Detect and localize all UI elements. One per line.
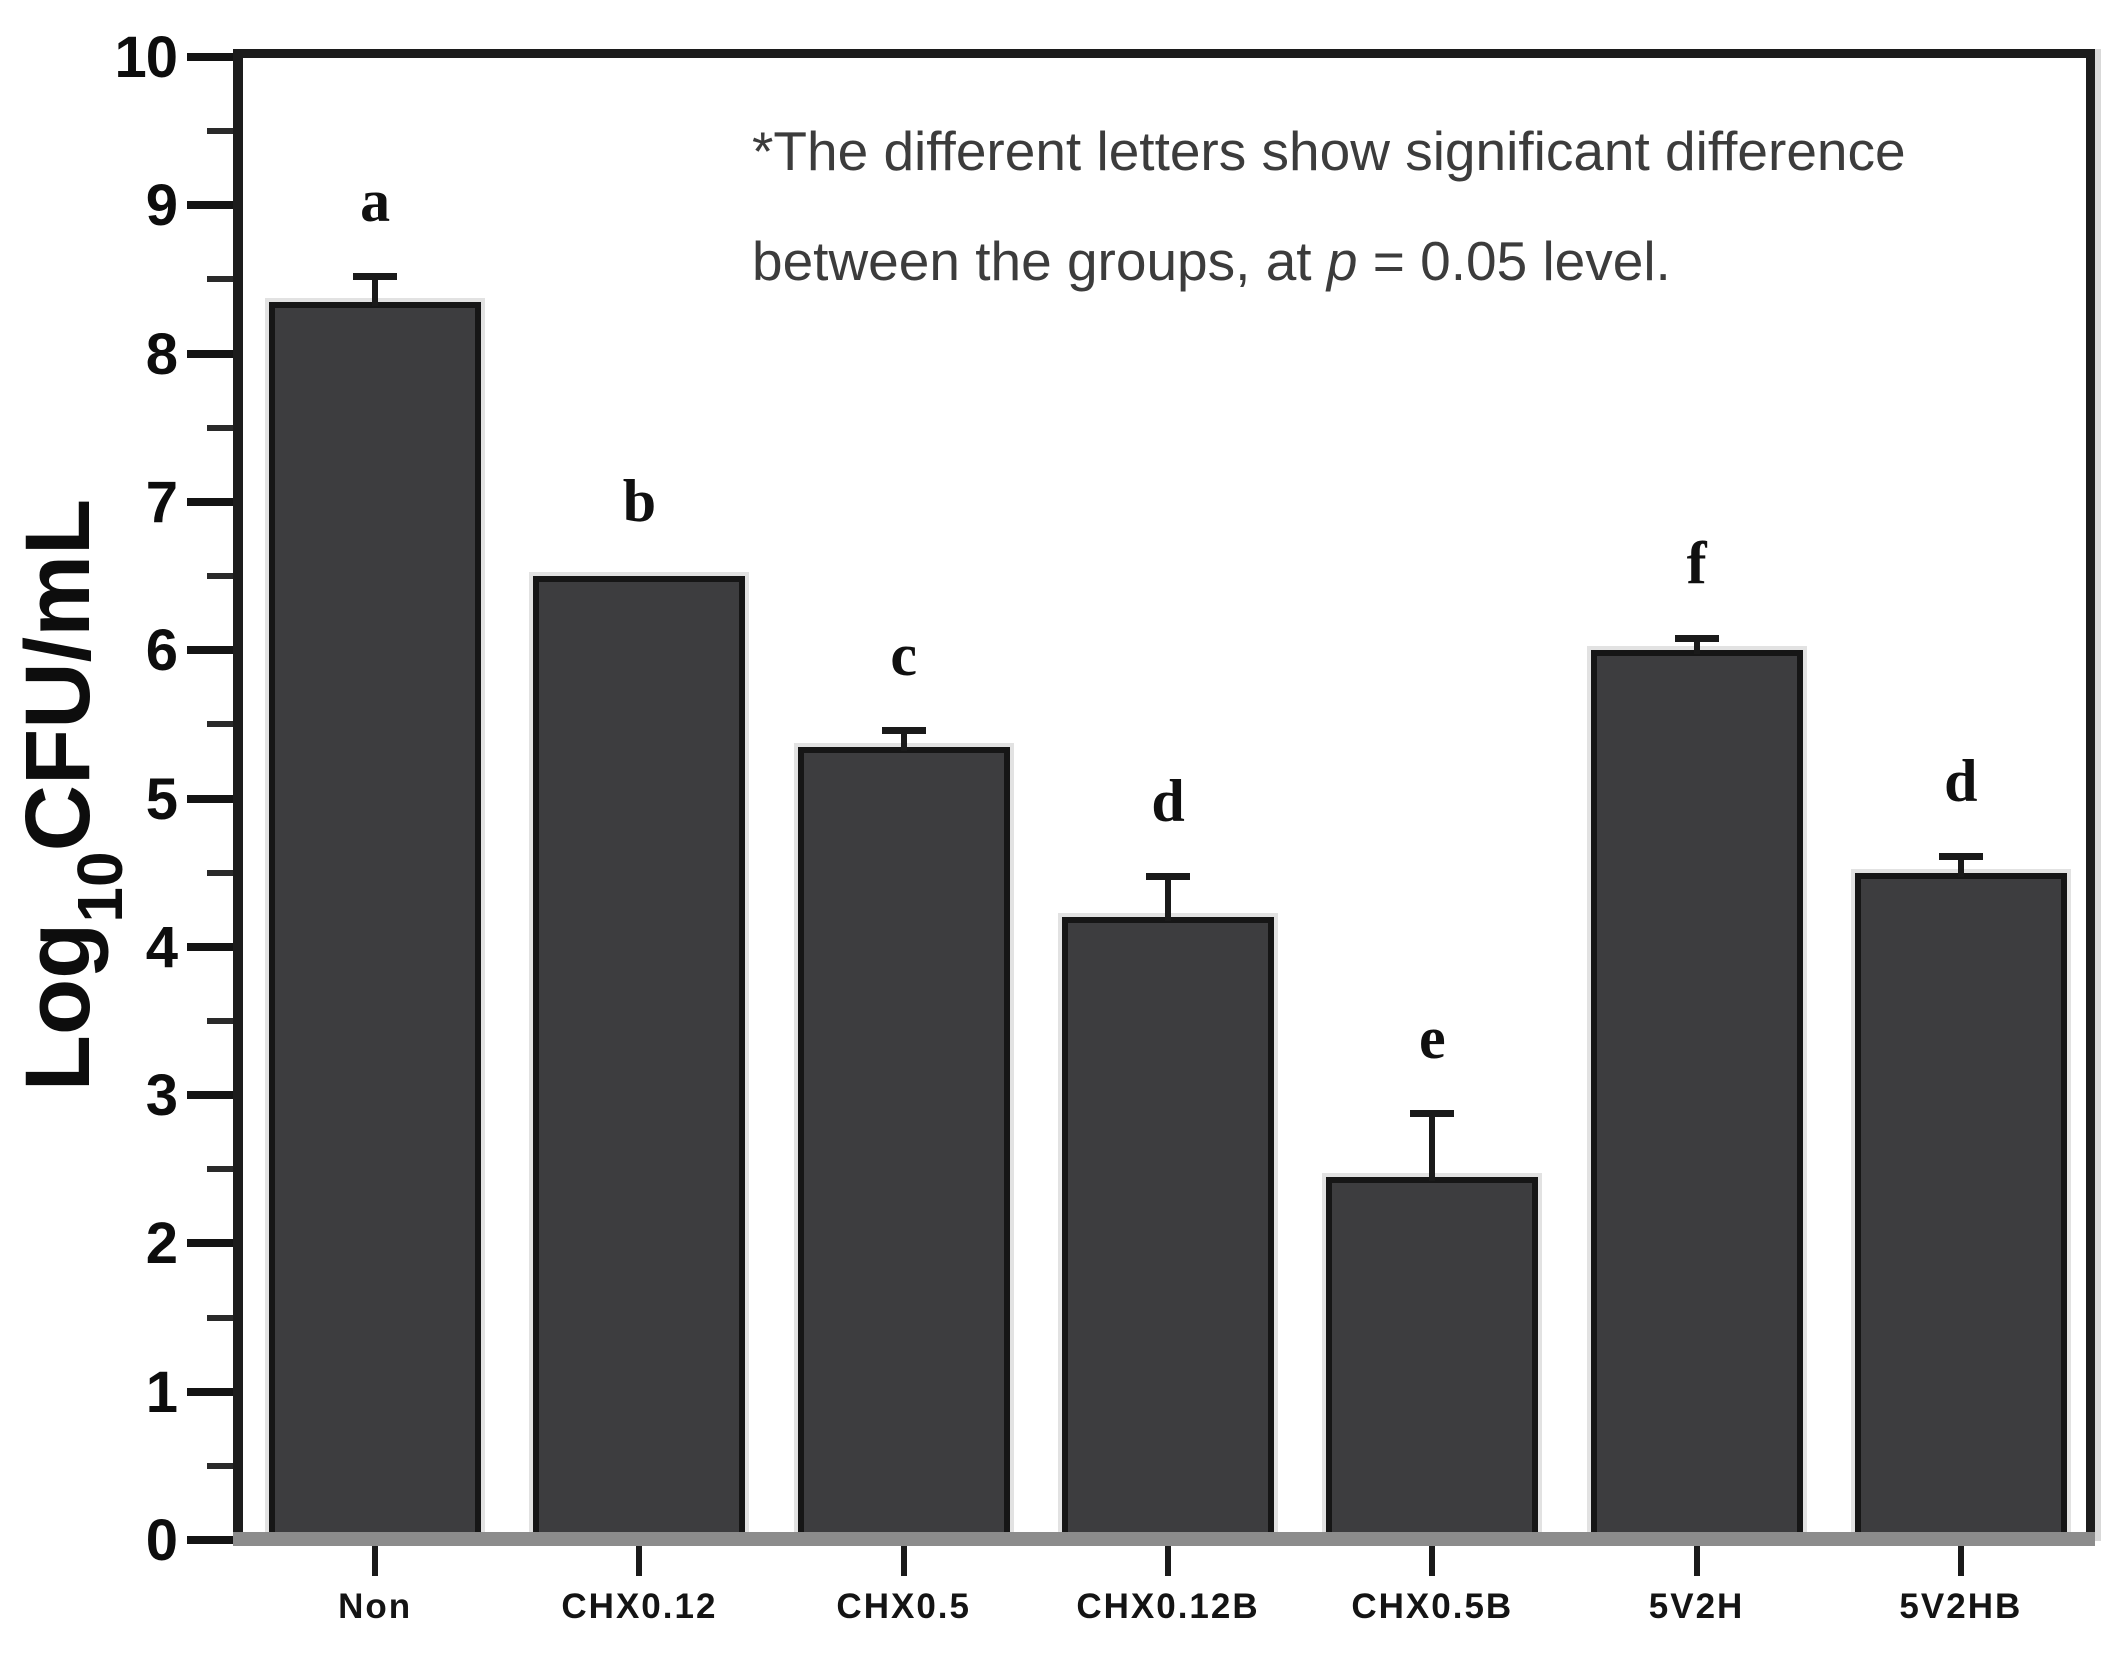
error-bar-line xyxy=(1693,638,1700,655)
y-minor-tick xyxy=(207,721,233,728)
y-tick-label: 10 xyxy=(114,25,178,90)
x-tick xyxy=(1165,1546,1171,1576)
y-major-tick xyxy=(187,53,233,61)
y-minor-tick xyxy=(207,1166,233,1173)
bar xyxy=(269,301,482,1540)
y-minor-tick xyxy=(207,276,233,283)
significance-letter: d xyxy=(1944,748,1978,815)
error-bar-cap xyxy=(1674,635,1719,643)
y-minor-tick xyxy=(207,1017,233,1024)
y-major-tick xyxy=(187,1091,233,1100)
y-minor-tick xyxy=(207,869,233,876)
y-minor-tick xyxy=(207,1462,233,1469)
y-tick-label: 0 xyxy=(145,1508,178,1573)
significance-letter: b xyxy=(622,468,657,535)
x-axis-label: CHX0.5 xyxy=(836,1587,971,1626)
y-major-tick xyxy=(187,646,233,655)
error-bar-line xyxy=(900,730,907,751)
x-tick xyxy=(900,1546,907,1576)
y-axis-title-subscript: 10 xyxy=(64,851,137,923)
y-minor-tick xyxy=(207,1314,233,1321)
significance-annotation: *The different letters show significant … xyxy=(752,96,2062,316)
error-bar-line xyxy=(1957,856,1964,877)
bar xyxy=(1854,872,2067,1540)
bar xyxy=(1590,650,1803,1540)
y-tick-label: 2 xyxy=(145,1211,178,1277)
y-major-tick xyxy=(187,1536,233,1544)
bar xyxy=(1326,1176,1539,1540)
significance-letter: e xyxy=(1418,1004,1446,1071)
y-major-tick xyxy=(187,794,233,803)
error-bar-cap xyxy=(1146,872,1190,880)
y-axis-line xyxy=(233,49,243,1546)
y-tick-label: 7 xyxy=(145,469,178,535)
significance-letter: d xyxy=(1151,767,1185,834)
x-tick xyxy=(1429,1546,1436,1576)
y-minor-tick xyxy=(207,424,233,431)
plot-frame-right xyxy=(2086,49,2095,1541)
y-tick-label: 9 xyxy=(145,173,178,239)
x-axis-baseline xyxy=(233,1532,2095,1546)
y-major-tick xyxy=(187,349,233,358)
significance-letter: a xyxy=(360,168,391,235)
x-axis-label: 5V2HB xyxy=(1899,1587,2023,1626)
y-major-tick xyxy=(187,942,233,951)
bar xyxy=(533,576,746,1540)
y-tick-label: 5 xyxy=(145,766,178,832)
y-tick-label: 8 xyxy=(145,321,178,387)
y-tick-label: 3 xyxy=(145,1063,178,1129)
error-bar-line xyxy=(1165,875,1171,922)
y-tick-label: 6 xyxy=(145,618,178,684)
annotation-line-2: between the groups, at p = 0.05 level. xyxy=(752,230,1671,292)
y-major-tick xyxy=(187,1239,233,1248)
bar xyxy=(797,746,1010,1540)
annotation-line-1: *The different letters show significant … xyxy=(752,120,1906,182)
x-tick xyxy=(636,1546,643,1576)
x-axis-label: 5V2H xyxy=(1648,1587,1745,1626)
x-tick xyxy=(1957,1546,1964,1576)
x-axis-label: Non xyxy=(338,1587,413,1626)
error-bar-line xyxy=(1429,1112,1436,1181)
error-bar-cap xyxy=(353,273,398,281)
bar xyxy=(1062,917,1274,1540)
y-major-tick xyxy=(187,1387,233,1396)
y-minor-tick xyxy=(207,573,233,580)
significance-letter: f xyxy=(1686,530,1707,597)
x-axis-label: CHX0.12 xyxy=(561,1587,718,1626)
error-bar-cap xyxy=(881,727,926,735)
x-tick xyxy=(372,1546,379,1576)
error-bar-cap xyxy=(1938,853,1983,861)
plot-frame-top xyxy=(233,49,2095,58)
x-tick xyxy=(1693,1546,1700,1576)
error-bar-cap xyxy=(1410,1109,1455,1117)
x-axis-label: CHX0.5B xyxy=(1351,1587,1514,1626)
error-bar-line xyxy=(372,276,379,306)
y-major-tick xyxy=(187,201,233,210)
x-axis-label: CHX0.12B xyxy=(1076,1587,1260,1626)
y-tick-label: 4 xyxy=(145,914,178,980)
y-major-tick xyxy=(187,497,233,506)
y-tick-label: 1 xyxy=(145,1359,178,1425)
significance-letter: c xyxy=(890,622,918,689)
y-minor-tick xyxy=(207,128,233,135)
